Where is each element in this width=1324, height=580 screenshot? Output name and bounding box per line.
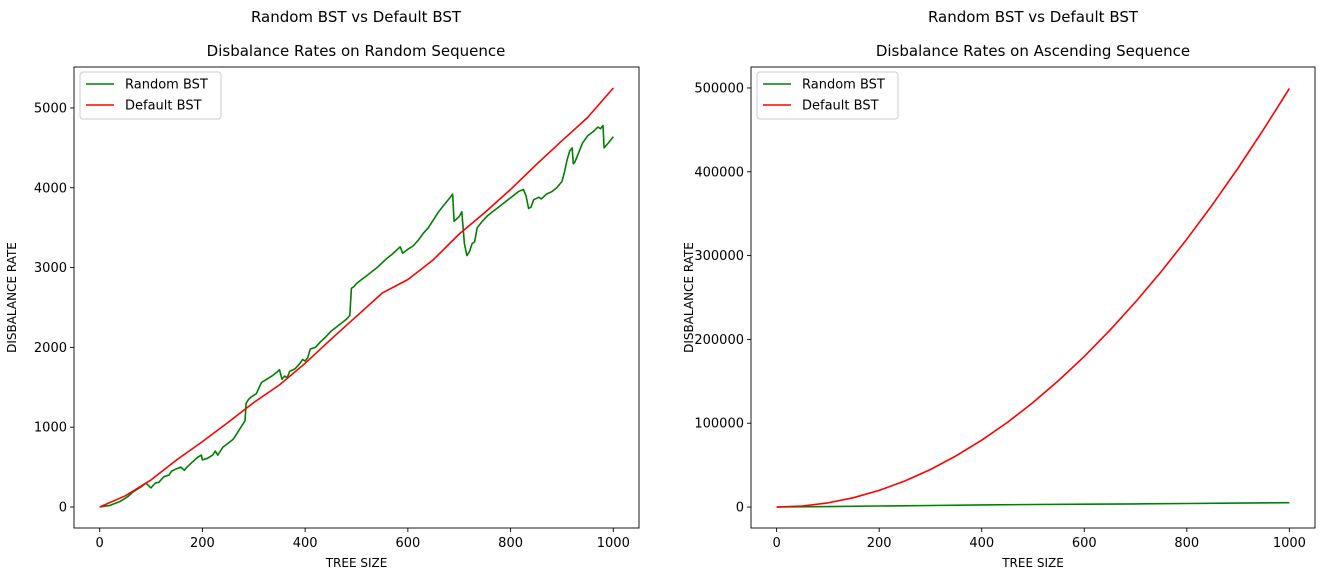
plot-frame (750, 66, 1316, 529)
x-tick-label: 400 (969, 536, 994, 551)
y-tick-label: 100000 (694, 417, 744, 432)
x-tick-label: 800 (498, 536, 523, 551)
x-tick-label: 400 (293, 536, 318, 551)
chart-suptitle: Random BST vs Default BST (928, 8, 1139, 26)
y-tick-label: 1000 (34, 421, 67, 436)
y-tick-label: 300000 (694, 249, 744, 264)
x-tick-label: 1000 (1273, 536, 1306, 551)
x-axis-label: TREE SIZE (1001, 556, 1064, 570)
legend-label: Random BST (802, 78, 885, 93)
series-line-random-bst (776, 501, 1290, 508)
x-tick-label: 200 (867, 536, 892, 551)
chart-title: Disbalance Rates on Ascending Sequence (876, 42, 1190, 60)
legend-label: Random BST (125, 78, 208, 93)
y-tick-label: 400000 (694, 165, 744, 180)
chart-suptitle: Random BST vs Default BST (251, 8, 462, 26)
x-tick-label: 1000 (597, 536, 630, 551)
y-tick-label: 0 (736, 501, 744, 516)
legend-label: Default BST (802, 99, 879, 114)
y-tick-label: 3000 (34, 261, 67, 276)
y-axis-label: DISBALANCE RATE (682, 242, 696, 353)
y-tick-label: 200000 (694, 333, 744, 348)
series-line-default-bst (99, 87, 614, 508)
x-tick-label: 600 (395, 536, 420, 551)
y-tick-label: 500000 (694, 81, 744, 96)
y-axis-label: DISBALANCE RATE (5, 242, 19, 353)
x-axis-label: TREE SIZE (325, 556, 388, 570)
legend-box (79, 71, 222, 120)
x-tick-label: 600 (1072, 536, 1097, 551)
x-tick-label: 800 (1174, 536, 1199, 551)
x-tick-label: 0 (772, 536, 780, 551)
series-line-default-bst (776, 87, 1291, 508)
chart-title: Disbalance Rates on Random Sequence (207, 42, 506, 60)
y-tick-label: 2000 (34, 341, 67, 356)
chart-panel-2: Random BST vs Default BST Disbalance Rate… (682, 8, 1316, 570)
legend-label: Default BST (125, 99, 202, 114)
x-tick-label: 200 (190, 536, 215, 551)
y-tick-label: 4000 (34, 181, 67, 196)
x-tick-label: 0 (96, 536, 104, 551)
y-tick-label: 5000 (34, 101, 67, 116)
legend-box (756, 71, 899, 120)
chart-panel-1: Random BST vs Default BST Disbalance Rate… (5, 8, 640, 570)
series-line-random-bst (99, 124, 614, 508)
plot-frame (73, 66, 640, 529)
y-tick-label: 0 (59, 501, 67, 516)
